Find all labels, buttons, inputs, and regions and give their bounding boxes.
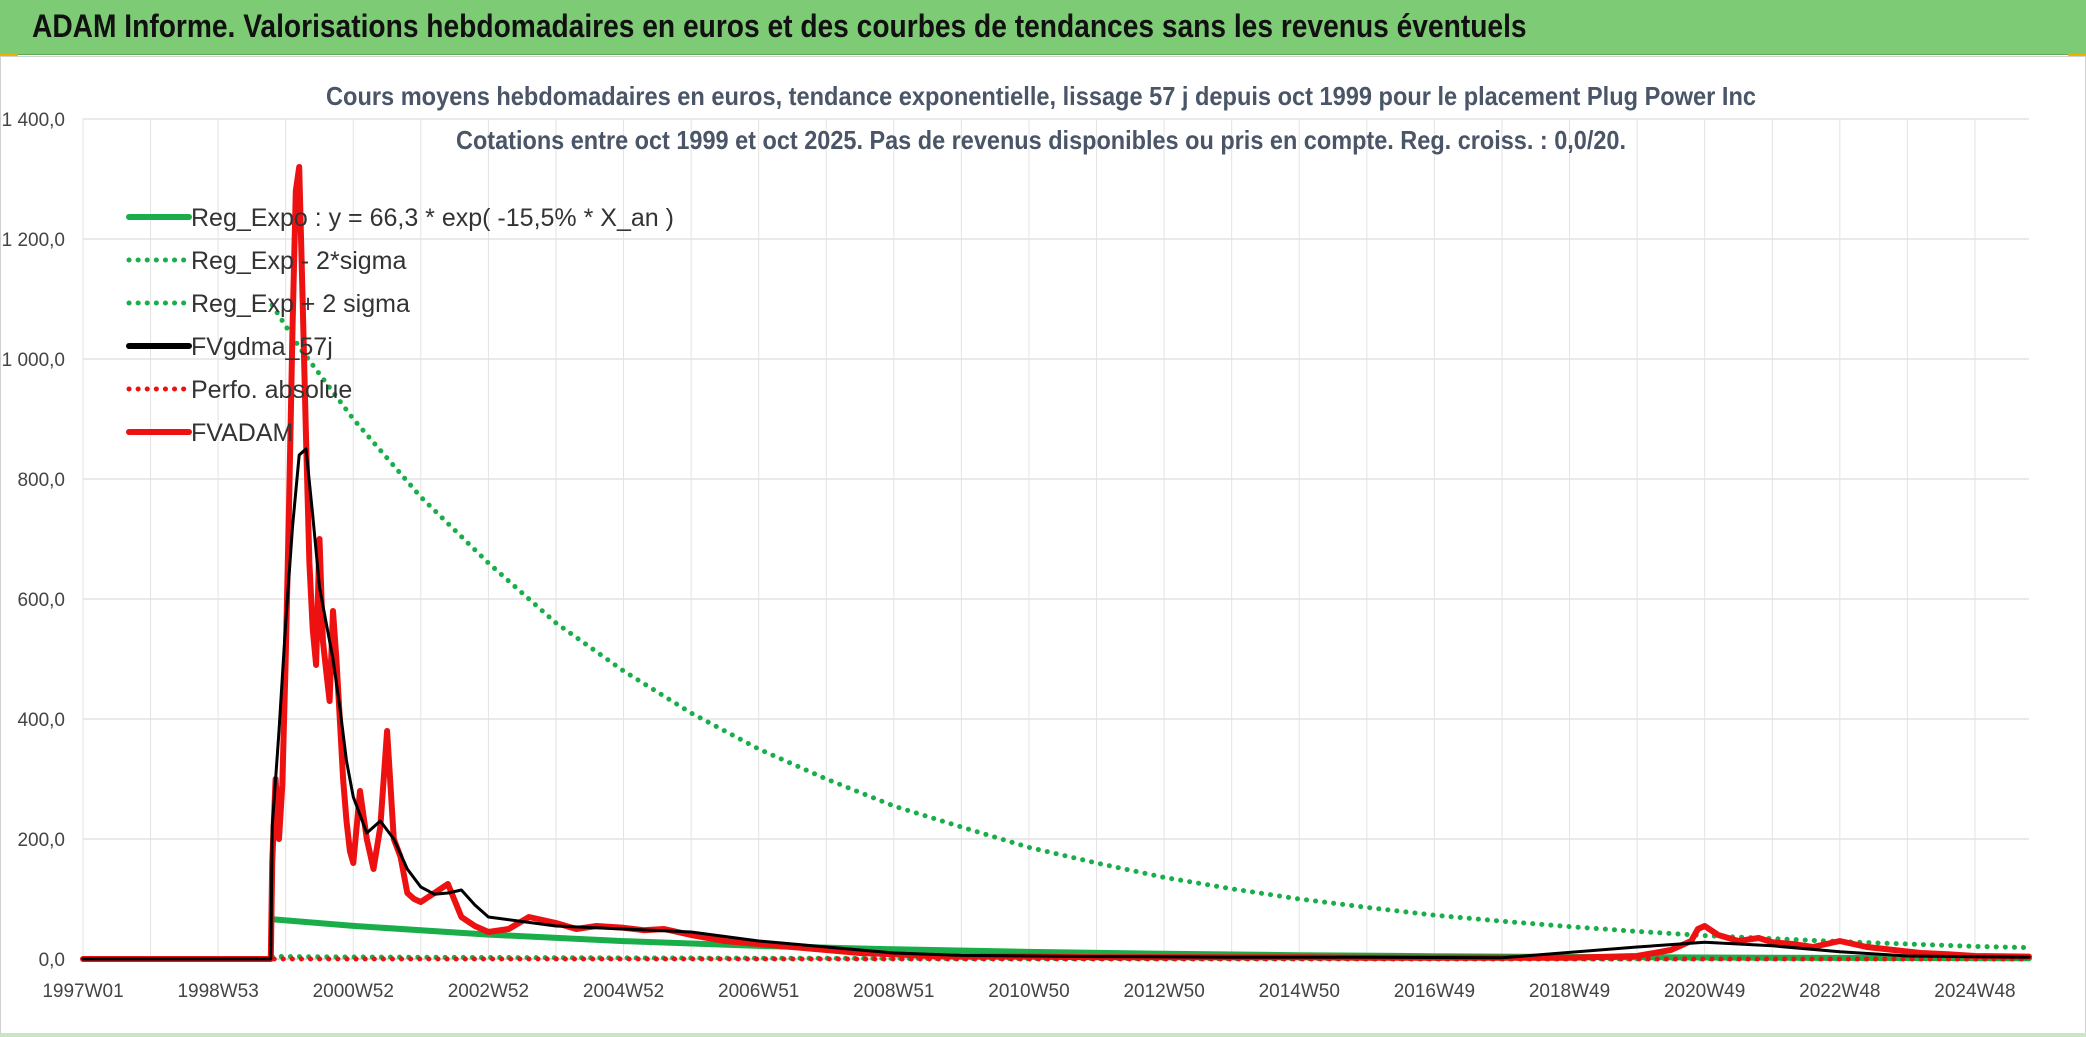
legend-label: Reg_Exp - 2*sigma bbox=[191, 247, 406, 275]
legend-label: FVgdma_57j bbox=[191, 333, 333, 361]
x-tick-label: 2012W50 bbox=[1123, 981, 1204, 1002]
series-line bbox=[81, 447, 2031, 961]
x-tick-label: 2004W52 bbox=[583, 981, 664, 1002]
series-line bbox=[269, 302, 2032, 951]
legend-label: Reg_Expo : y = 66,3 * exp( -15,5% * X_an… bbox=[191, 204, 674, 232]
series-line bbox=[269, 916, 2032, 962]
x-tick-label: 2010W50 bbox=[988, 981, 1069, 1002]
x-tick-label: 2014W50 bbox=[1259, 981, 1340, 1002]
chart-frame: 0,0 200,0 400,0 600,0 800,0 1 000,0 1 200,0 1 4… bbox=[0, 56, 2086, 1036]
y-tick-label: 200,0 bbox=[17, 830, 65, 851]
y-tick-label: 400,0 bbox=[17, 710, 65, 731]
x-tick-label: 2002W52 bbox=[448, 981, 529, 1002]
y-tick-label: 1 200,0 bbox=[2, 230, 65, 251]
report-banner: ADAM Informe. Valorisations hebdomadaire… bbox=[0, 0, 2086, 55]
x-tick-label: 1997W01 bbox=[42, 981, 123, 1002]
series-line bbox=[80, 164, 2032, 962]
report-title: ADAM Informe. Valorisations hebdomadaire… bbox=[32, 8, 1527, 44]
x-tick-label: 2024W48 bbox=[1934, 981, 2015, 1002]
x-tick-label: 2016W49 bbox=[1394, 981, 1475, 1002]
chart-subtitle: Cotations entre oct 1999 et oct 2025. Pa… bbox=[456, 125, 1626, 155]
legend-label: FVADAM bbox=[191, 419, 293, 447]
x-tick-label: 2006W51 bbox=[718, 981, 799, 1002]
legend-label: Reg_Exp + 2 sigma bbox=[191, 290, 410, 318]
y-tick-label: 1 000,0 bbox=[2, 350, 65, 371]
legend-label: Perfo. absolue bbox=[191, 376, 352, 404]
y-tick-label: 600,0 bbox=[17, 590, 65, 611]
x-tick-label: 1998W53 bbox=[177, 981, 258, 1002]
y-tick-label: 800,0 bbox=[17, 470, 65, 491]
x-tick-label: 2020W49 bbox=[1664, 981, 1745, 1002]
x-tick-label: 2008W51 bbox=[853, 981, 934, 1002]
line-chart: 0,0 200,0 400,0 600,0 800,0 1 000,0 1 200,0 1 4… bbox=[2, 81, 2032, 1002]
bottom-strip bbox=[0, 1033, 2086, 1037]
x-tick-label: 2000W52 bbox=[313, 981, 394, 1002]
y-tick-label: 0,0 bbox=[39, 950, 65, 971]
x-tick-label: 2018W49 bbox=[1529, 981, 1610, 1002]
x-tick-label: 2022W48 bbox=[1799, 981, 1880, 1002]
chart-title: Cours moyens hebdomadaires en euros, ten… bbox=[326, 81, 1756, 111]
y-tick-label: 1 400,0 bbox=[2, 110, 65, 131]
